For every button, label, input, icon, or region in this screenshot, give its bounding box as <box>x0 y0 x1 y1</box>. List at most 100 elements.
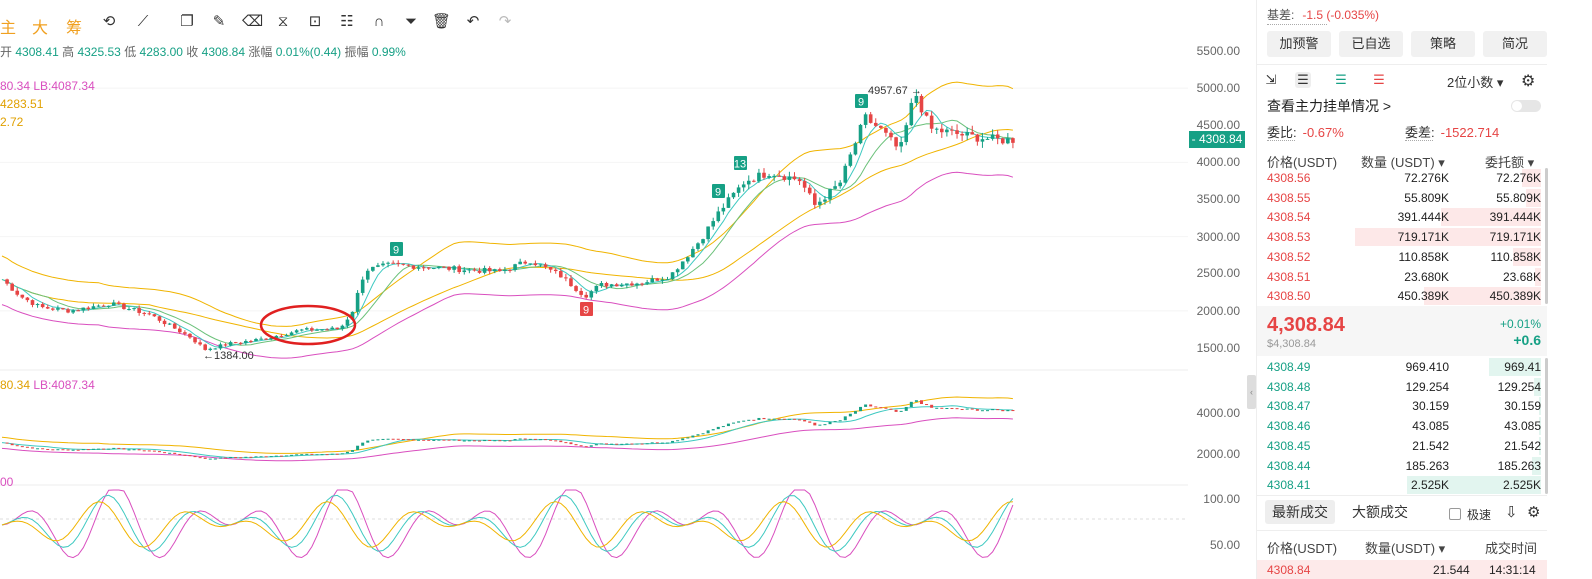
ask-row[interactable]: 4308.54 391.444K 391.444K <box>1257 207 1541 227</box>
overview-button[interactable]: 简况 <box>1483 31 1547 57</box>
bid-qty: 129.254 <box>1405 379 1449 394</box>
basis-readout: 基差: -1.5 (-0.035%) <box>1267 6 1379 23</box>
ask-row[interactable]: 4308.52 110.858K 110.858K <box>1257 247 1541 267</box>
trades-gear-icon[interactable]: ⚙ <box>1527 504 1541 521</box>
candle-body <box>76 310 80 312</box>
bid-scrollbar[interactable] <box>1545 358 1548 494</box>
ask-qty: 55.809K <box>1404 190 1449 205</box>
draw-line-icon[interactable]: ⟋ <box>137 13 149 30</box>
sub-candle <box>574 444 578 446</box>
add-alert-button[interactable]: 加预警 <box>1267 31 1331 57</box>
sub-candle <box>528 438 532 440</box>
tab-latest-trades[interactable]: 最新成交 <box>1265 500 1335 524</box>
ask-row[interactable]: 4308.56 72.276K 72.276K <box>1257 168 1541 188</box>
depth-bar <box>1539 436 1541 455</box>
sub-candle <box>462 440 466 442</box>
tab-large-trades[interactable]: 大额成交 <box>1352 504 1408 520</box>
magnet-icon[interactable]: ∩ <box>373 13 385 30</box>
bid-row[interactable]: 4308.46 43.085 43.085 <box>1257 416 1541 436</box>
sub-candle <box>686 437 690 439</box>
measure-icon[interactable]: ⧖ <box>277 13 289 30</box>
collapse-panel-handle[interactable]: ‹ <box>1247 375 1256 409</box>
depth-list-icon[interactable]: ☰ <box>1335 72 1347 87</box>
strategy-button[interactable]: 策略 <box>1411 31 1475 57</box>
boll-readout-main: 80.34 LB:4087.34 <box>0 79 95 93</box>
gear-icon[interactable]: ⚙ <box>1521 73 1536 90</box>
sub-candle <box>269 456 273 458</box>
main-force-orders-link[interactable]: 查看主力挂单情况 > <box>1267 98 1392 114</box>
sub-candle <box>417 439 421 441</box>
sub-candle <box>599 443 603 445</box>
sub-candle <box>330 453 334 455</box>
bid-row[interactable]: 4308.45 21.542 21.542 <box>1257 436 1541 456</box>
sub-candle <box>894 409 898 412</box>
bid-row[interactable]: 4308.44 185.263 185.263 <box>1257 456 1541 476</box>
sub-candle <box>645 443 649 445</box>
toolbar-main-label[interactable]: 主 <box>0 20 17 37</box>
y-tick-label: 2000.00 <box>1196 304 1240 318</box>
collapse-icon[interactable]: ⇩ <box>1505 504 1518 521</box>
osc-y-tick-label: 50.00 <box>1209 538 1240 552</box>
ask-row[interactable]: 4308.51 23.680K 23.68K <box>1257 267 1541 287</box>
undo-icon[interactable]: ↶ <box>466 13 480 30</box>
lock-icon[interactable]: ⊡ <box>308 13 322 30</box>
divider <box>1257 495 1547 496</box>
filter-icon[interactable]: ⏷ <box>404 13 417 30</box>
depth-bid-icon[interactable]: ☰ <box>1295 72 1311 88</box>
fast-mode-checkbox[interactable] <box>1449 508 1461 520</box>
sub-candle <box>472 440 476 442</box>
sub-candle <box>859 406 863 412</box>
ask-row[interactable]: 4308.55 55.809K 55.809K <box>1257 188 1541 208</box>
bid-total: 21.542 <box>1504 438 1541 453</box>
bid-row[interactable]: 4308.41 2.525K 2.525K <box>1257 475 1541 495</box>
eraser-icon[interactable]: ⌫ <box>242 13 264 30</box>
book-header-qty[interactable]: 数量 (USDT) ▾ <box>1361 155 1445 170</box>
candle-body <box>335 327 340 329</box>
candle-body <box>223 344 228 346</box>
decimals-select[interactable]: 2位小数 ▾ <box>1447 75 1504 90</box>
candle-body <box>655 278 660 281</box>
sub-candle <box>925 404 929 406</box>
diff-label: 委差: <box>1405 125 1435 140</box>
ask-row[interactable]: 4308.50 450.389K 450.389K <box>1257 286 1541 306</box>
sub-y-tick-label: 4000.00 <box>1196 406 1240 420</box>
main-force-toggle[interactable] <box>1511 100 1541 112</box>
ask-row[interactable]: 4308.53 719.171K 719.171K <box>1257 227 1541 247</box>
book-header-total[interactable]: 委托额 ▾ <box>1485 155 1535 170</box>
candle-body <box>259 338 263 340</box>
note-icon[interactable]: ☷ <box>340 13 354 30</box>
copy-icon[interactable]: ❐ <box>180 13 194 30</box>
toolbar-big-label[interactable]: 大 <box>32 20 49 37</box>
candle-body <box>564 277 568 279</box>
bid-row[interactable]: 4308.49 969.410 969.41 <box>1257 357 1541 377</box>
watchlist-button[interactable]: 已自选 <box>1339 31 1403 57</box>
sub-candle <box>183 454 187 456</box>
candle-body <box>56 308 60 310</box>
candle-body <box>340 325 345 329</box>
candle-body <box>782 176 787 180</box>
candle-body <box>843 165 848 183</box>
bid-row[interactable]: 4308.47 30.159 30.159 <box>1257 396 1541 416</box>
sub-candle <box>620 443 624 445</box>
toolbar-chips-label[interactable]: 筹 <box>66 20 83 37</box>
sub-candle <box>904 406 908 411</box>
bid-row[interactable]: 4308.48 129.254 129.254 <box>1257 377 1541 397</box>
candlestick-chart[interactable]: 9 13 9 9 9 4957.67 → ←1384.00 <box>0 0 1248 579</box>
bid-ask-ratio: 委比: -0.67% <box>1267 122 1344 141</box>
pen-icon[interactable]: ✎ <box>212 13 226 30</box>
depth-ask-icon[interactable]: ☰ <box>1373 72 1385 87</box>
ask-scrollbar[interactable] <box>1545 168 1548 304</box>
sub-candle <box>869 404 873 407</box>
bid-price: 4308.44 <box>1267 458 1311 473</box>
depth-both-icon[interactable]: ⇲ <box>1265 72 1277 87</box>
candle-body <box>553 269 558 272</box>
redo-icon[interactable]: ↷ <box>498 13 512 30</box>
candle-body <box>457 266 461 273</box>
trade-header-qty[interactable]: 数量(USDT) ▾ <box>1365 541 1446 556</box>
ask-total: 391.444K <box>1489 210 1541 225</box>
trash-icon[interactable]: 🗑 <box>432 13 452 30</box>
td-marker-box <box>580 302 593 316</box>
chart-area[interactable]: 9 13 9 9 9 4957.67 → ←1384.00 主 大 筹 ⟲ ⟋ ❐ ✎ ⌫ … <box>0 0 1256 579</box>
indicator-icon[interactable]: ⟲ <box>102 13 116 30</box>
candle-body <box>20 294 25 298</box>
